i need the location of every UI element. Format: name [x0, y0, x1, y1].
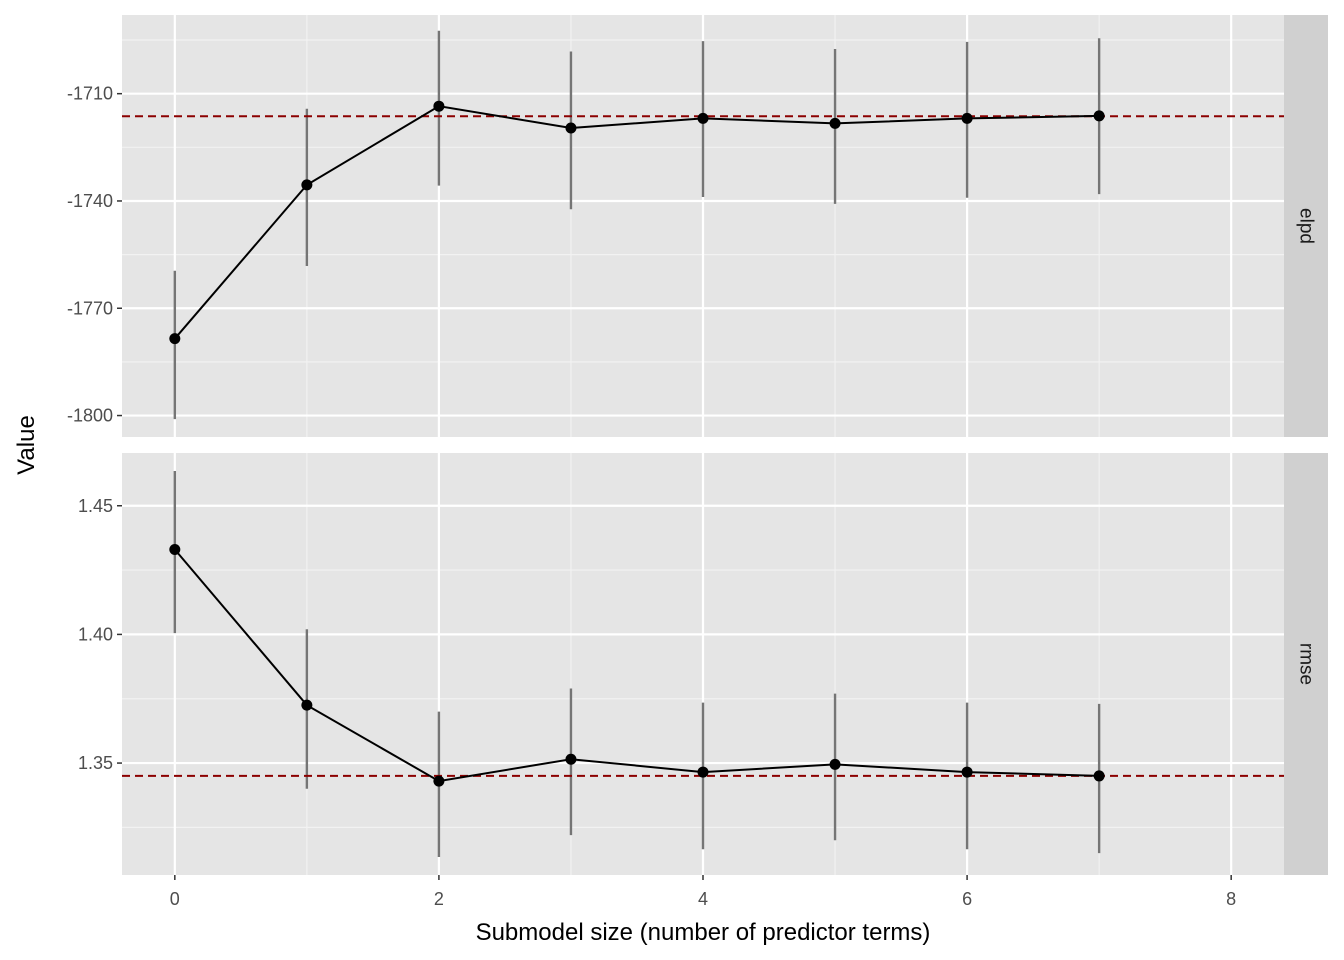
- data-point: [697, 766, 709, 778]
- x-tick-label: 2: [434, 889, 444, 909]
- y-tick-label: -1770: [67, 298, 113, 318]
- facet-panels: -1800 -1770 -1740 -1710 elpd 1.35 1.40 1.45 rmse: [67, 15, 1328, 875]
- data-point: [565, 122, 577, 134]
- y-tick-label: -1740: [67, 191, 113, 211]
- facet-strip-label: rmse: [1296, 643, 1317, 685]
- facet-strip: [1284, 15, 1328, 437]
- y-axis-title: Value: [13, 415, 40, 475]
- x-tick-label: 0: [170, 889, 180, 909]
- data-point: [433, 100, 445, 112]
- facet-rmse: 1.35 1.40 1.45 rmse: [78, 453, 1328, 875]
- data-point: [829, 758, 841, 770]
- data-point: [301, 699, 313, 711]
- data-point: [829, 117, 841, 129]
- facet-strip-label: elpd: [1296, 208, 1317, 244]
- data-point: [565, 753, 577, 765]
- data-point: [961, 112, 973, 124]
- y-tick-label: 1.40: [78, 624, 113, 644]
- data-point: [169, 333, 181, 345]
- facet-strip: [1284, 453, 1328, 875]
- x-axis: 0 2 4 6 8: [170, 875, 1236, 909]
- data-point: [697, 112, 709, 124]
- data-point: [1093, 110, 1105, 122]
- facet-elpd: -1800 -1770 -1740 -1710 elpd: [67, 15, 1328, 437]
- data-point: [169, 543, 181, 555]
- x-tick-label: 6: [962, 889, 972, 909]
- y-tick-label: -1710: [67, 84, 113, 104]
- x-axis-title: Submodel size (number of predictor terms…: [476, 919, 931, 946]
- data-point: [301, 179, 313, 191]
- y-tick-label: 1.35: [78, 753, 113, 773]
- x-tick-label: 4: [698, 889, 708, 909]
- data-point: [961, 766, 973, 778]
- data-point: [1093, 770, 1105, 782]
- x-tick-label: 8: [1226, 889, 1236, 909]
- data-point: [433, 775, 445, 787]
- y-tick-label: -1800: [67, 406, 113, 426]
- series-line: [174, 105, 1100, 340]
- series-line: [174, 548, 1100, 783]
- y-tick-label: 1.45: [78, 496, 113, 516]
